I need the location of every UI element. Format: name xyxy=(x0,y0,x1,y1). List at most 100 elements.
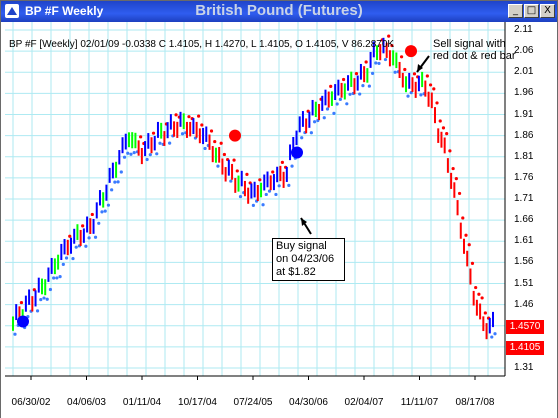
stop-dot xyxy=(419,93,423,97)
stop-dot xyxy=(383,57,388,62)
stop-dot xyxy=(490,335,494,339)
stop-dot xyxy=(428,83,433,87)
stop-dot xyxy=(322,116,326,120)
stop-dot xyxy=(58,275,62,279)
stop-dot xyxy=(116,180,120,184)
stop-dot xyxy=(474,285,478,290)
stop-dot xyxy=(222,152,226,157)
stop-dot xyxy=(84,244,88,248)
stop-dot xyxy=(483,311,487,315)
stop-dot xyxy=(151,131,156,135)
chart-app-icon[interactable] xyxy=(5,4,19,18)
stop-dot xyxy=(457,191,462,196)
stop-dot xyxy=(45,297,49,301)
stop-dot xyxy=(129,152,133,156)
stop-dot xyxy=(235,169,239,173)
y-tick-label: 1.56 xyxy=(514,256,534,268)
stop-dot xyxy=(438,119,442,123)
y-tick-label: 1.86 xyxy=(514,129,534,141)
stop-dot xyxy=(280,160,284,164)
stop-dot xyxy=(39,297,43,302)
stop-dot xyxy=(110,188,114,192)
stop-dot xyxy=(100,210,104,214)
maximize-button[interactable]: □ xyxy=(524,4,539,18)
y-tick-label: 1.46 xyxy=(514,298,534,310)
stop-dot xyxy=(271,170,275,174)
x-tick-label: 10/17/04 xyxy=(178,397,217,408)
y-tick-label: 1.91 xyxy=(514,108,534,120)
stop-dot xyxy=(126,151,130,155)
title-bar[interactable]: British Pound (Futures) BP #F Weekly _ □… xyxy=(1,1,557,22)
y-tick-label: 1.81 xyxy=(514,150,534,162)
stop-dot xyxy=(71,256,75,261)
y-tick-label: 2.06 xyxy=(514,45,534,57)
stop-dot xyxy=(258,178,262,182)
stop-dot xyxy=(477,292,481,296)
stop-dot xyxy=(174,113,178,117)
stop-dot xyxy=(158,141,162,145)
buy-callout-arrowhead xyxy=(301,218,307,226)
price-chart[interactable] xyxy=(1,22,557,418)
stop-dot xyxy=(364,60,368,64)
x-tick-label: 01/11/04 xyxy=(122,397,162,408)
sell-signal-dot xyxy=(229,129,241,142)
stop-dot xyxy=(90,212,94,217)
stop-dot xyxy=(377,61,381,66)
stop-dot xyxy=(203,146,207,151)
x-tick-label: 11/11/07 xyxy=(400,397,439,408)
stop-dot xyxy=(180,132,185,136)
x-tick-label: 06/30/02 xyxy=(11,397,51,408)
stop-dot xyxy=(432,87,436,91)
stop-dot xyxy=(461,216,465,220)
stop-dot xyxy=(35,309,40,313)
chart-area[interactable]: BP #F [Weekly] 02/01/09 -0.0338 C 1.4105… xyxy=(1,22,557,418)
stop-dot xyxy=(454,177,458,181)
stop-dot xyxy=(387,34,391,38)
stop-dot xyxy=(48,287,53,292)
stop-dot xyxy=(399,55,404,59)
stop-dot xyxy=(197,114,201,118)
stop-dot xyxy=(348,92,352,96)
y-tick-label: 1.31 xyxy=(514,362,534,373)
stop-dot xyxy=(68,234,72,238)
stop-dot xyxy=(448,149,452,153)
sell-callout: Sell signal with red dot & red bar xyxy=(433,38,516,62)
y-tick-label: 2.01 xyxy=(514,66,534,78)
stop-dot xyxy=(309,131,313,135)
symbol-info-line: BP #F [Weekly] 02/01/09 -0.0338 C 1.4105… xyxy=(9,39,395,50)
stop-dot xyxy=(361,84,365,88)
stop-dot xyxy=(132,151,136,155)
stop-dot xyxy=(464,233,468,237)
sell-signal-dot xyxy=(405,45,417,58)
stop-dot xyxy=(145,157,149,162)
x-tick-label: 02/04/07 xyxy=(344,397,384,408)
stop-dot xyxy=(358,92,362,96)
close-button[interactable]: X xyxy=(540,4,555,18)
buy-callout-line: Buy signal xyxy=(276,240,327,252)
stop-dot xyxy=(168,141,172,145)
y-tick-label: 1.71 xyxy=(514,193,534,204)
stop-dot xyxy=(435,101,439,105)
stop-dot xyxy=(61,262,65,267)
stop-dot xyxy=(64,256,69,260)
stop-dot xyxy=(341,77,346,82)
stop-dot xyxy=(264,192,268,197)
stop-dot xyxy=(274,192,278,197)
close-price-badge: 1.4105 xyxy=(506,341,544,355)
buy-callout-line: at $1.82 xyxy=(276,266,316,278)
minimize-button[interactable]: _ xyxy=(508,4,523,18)
stop-dot xyxy=(312,120,317,124)
x-tick-label: 08/17/08 xyxy=(455,397,495,408)
stop-dot xyxy=(97,221,101,225)
stop-dot xyxy=(113,180,117,184)
window-title: British Pound (Futures) xyxy=(195,2,363,19)
stop-dot xyxy=(187,115,191,119)
stop-dot xyxy=(216,164,220,168)
stop-dot xyxy=(403,67,407,72)
stop-dot xyxy=(219,141,223,145)
stop-dot xyxy=(42,296,46,300)
stop-dot xyxy=(122,155,127,159)
stop-dot xyxy=(451,166,455,171)
stop-dot xyxy=(229,179,233,183)
